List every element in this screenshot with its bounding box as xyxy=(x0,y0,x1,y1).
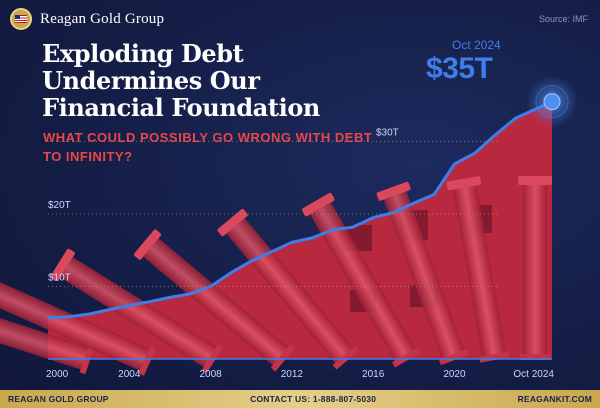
footer-website[interactable]: REAGANKIT.COM xyxy=(517,394,592,404)
x-tick-label: 2000 xyxy=(46,369,69,380)
column-illustration xyxy=(133,229,295,372)
source-note: Source: IMF xyxy=(538,14,588,24)
debt-line xyxy=(47,100,553,320)
column-illustration xyxy=(302,192,421,368)
subheadline: WHAT COULD POSSIBLY GO WRONG WITH DEBT T… xyxy=(43,130,373,164)
column-illustration xyxy=(376,181,470,366)
column-illustration xyxy=(518,176,552,360)
y-tick-label: $20T xyxy=(48,200,71,211)
footer-brand: REAGAN GOLD GROUP xyxy=(8,394,109,404)
brand: Reagan Gold Group xyxy=(10,8,164,30)
x-tick-label: 2020 xyxy=(443,369,466,380)
y-tick-label: $10T xyxy=(48,273,71,284)
x-tick-label: 2012 xyxy=(281,369,304,380)
callout-value: $35T xyxy=(426,52,493,85)
brand-name: Reagan Gold Group xyxy=(40,10,165,27)
x-tick-label: 2016 xyxy=(362,369,385,380)
seal-icon xyxy=(10,8,32,30)
footer-bar: REAGAN GOLD GROUP CONTACT US: 1-888-807-… xyxy=(0,390,600,408)
column-illustration xyxy=(0,279,157,376)
endpoint-marker xyxy=(543,93,561,111)
column-illustration xyxy=(217,208,360,370)
footer-contact[interactable]: CONTACT US: 1-888-807-5030 xyxy=(250,394,377,404)
callout-date: Oct 2024 xyxy=(452,38,501,52)
y-tick-label: $30T xyxy=(376,128,399,139)
x-tick-label: 2008 xyxy=(199,369,222,380)
column-illustration xyxy=(446,176,510,363)
headline: Exploding Debt Undermines Our Financial … xyxy=(42,39,320,122)
x-tick-label: 2004 xyxy=(118,369,141,380)
endpoint-ring xyxy=(535,85,569,119)
x-tick-label: Oct 2024 xyxy=(513,369,554,380)
